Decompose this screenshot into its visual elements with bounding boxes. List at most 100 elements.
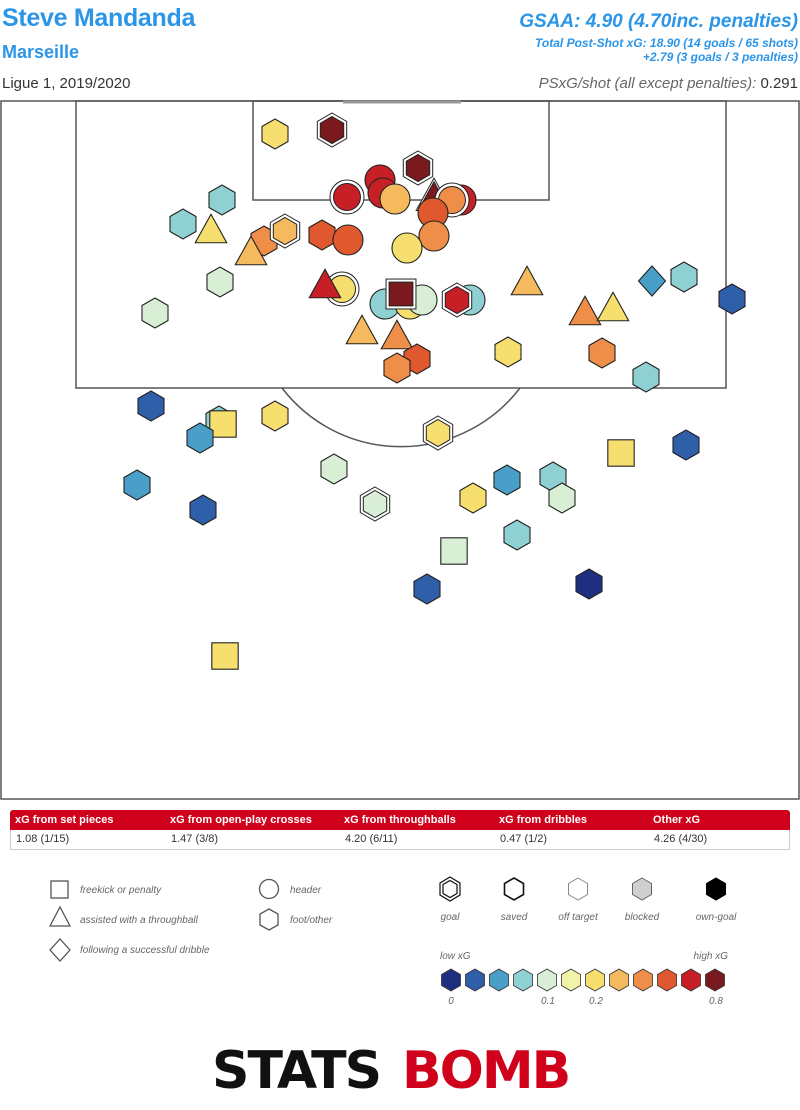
col-set-pieces-value: 1.08 (1/15) [16, 833, 70, 845]
blocked-hexagon-icon [632, 877, 652, 901]
shot-marker [422, 415, 454, 451]
shot-hex [494, 336, 522, 368]
shot-marker [402, 150, 434, 186]
scale-tick-0-1: 0.1 [541, 996, 555, 1007]
legend-own-goal-label: own-goal [696, 912, 737, 923]
shot-hex [444, 285, 470, 315]
saved-hexagon-icon [503, 877, 525, 901]
shot-marker [308, 219, 336, 251]
shot-hex [186, 422, 214, 454]
shot-hex [718, 283, 746, 315]
shot-hex [362, 489, 388, 519]
shot-marker [206, 266, 234, 298]
shot-marker [596, 291, 630, 322]
pitch-boundary [0, 100, 800, 800]
shot-hex [208, 184, 236, 216]
xg-scale-swatch [657, 968, 677, 992]
col-crosses-label: xG from open-play crosses [170, 814, 312, 826]
shot-hex [405, 153, 431, 183]
shot-triangle [345, 314, 379, 345]
legend-saved-label: saved [501, 912, 528, 923]
competition-season: Ligue 1, 2019/2020 [2, 75, 131, 92]
shot-marker [670, 261, 698, 293]
shot-marker [359, 486, 391, 522]
xg-scale-swatch [705, 968, 725, 992]
shot-marker [308, 268, 342, 299]
xg-scale-swatch [585, 968, 605, 992]
shot-marker [234, 235, 268, 266]
shot-circle [333, 183, 361, 211]
col-crosses-value: 1.47 (3/8) [171, 833, 219, 845]
shot-hex [189, 494, 217, 526]
shot-marker [332, 224, 364, 256]
shot-square [388, 281, 414, 307]
shot-marker [607, 439, 635, 467]
shot-marker [320, 453, 348, 485]
xg-scale-swatch [465, 968, 485, 992]
xg-scale-swatch [441, 968, 461, 992]
legend-dribble-label: following a successful dribble [80, 945, 210, 956]
shot-square [440, 537, 468, 565]
shot-hex [548, 482, 576, 514]
shot-hex [308, 219, 336, 251]
shot-marker [380, 319, 414, 350]
psxg-per-shot: PSxG/shot (all except penalties): 0.291 [539, 75, 798, 92]
shot-marker [493, 464, 521, 496]
shot-marker [413, 573, 441, 605]
foot-hexagon-icon [259, 908, 279, 931]
xg-breakdown-header: xG from set pieces xG from open-play cro… [10, 810, 790, 830]
shot-hex [261, 118, 289, 150]
team-name: Marseille [2, 42, 80, 62]
legend-blocked-label: blocked [625, 912, 660, 923]
shot-triangle [234, 235, 268, 266]
shot-circle [379, 183, 411, 215]
xg-breakdown-values: 1.08 (1/15) 1.47 (3/8) 4.20 (6/11) 0.47 … [10, 830, 790, 850]
shot-square [607, 439, 635, 467]
legend-goal-label: goal [441, 912, 461, 923]
shots-layer [123, 112, 746, 670]
shot-hex [261, 400, 289, 432]
scale-tick-0-2: 0.2 [589, 996, 603, 1007]
legend-high-xg-label: high xG [694, 951, 729, 962]
xg-scale-swatch [633, 968, 653, 992]
shot-hex [632, 361, 660, 393]
shot-hex [272, 216, 298, 246]
shot-marker [575, 568, 603, 600]
shot-hex [320, 453, 348, 485]
shot-marker [637, 265, 667, 297]
legend: freekick or penalty assisted with a thro… [48, 876, 737, 1007]
legend-freekick-label: freekick or penalty [80, 885, 162, 896]
own-goal-hexagon-icon [706, 877, 726, 901]
goal-hexagon-inner [442, 879, 458, 899]
shot-marker [441, 282, 473, 318]
shot-triangle [380, 319, 414, 350]
shot-hex [383, 352, 411, 384]
shot-marker [588, 337, 616, 369]
shot-square [209, 410, 237, 438]
penalty-arc [281, 387, 521, 448]
xg-color-scale [441, 968, 725, 992]
legend-foot-label: foot/other [290, 915, 333, 926]
col-throughballs-value: 4.20 (6/11) [345, 833, 398, 845]
shot-marker [329, 179, 365, 215]
player-name: Steve Mandanda [2, 4, 196, 32]
shot-hex [413, 573, 441, 605]
shot-hex [493, 464, 521, 496]
shot-marker [632, 361, 660, 393]
throughball-triangle-icon [48, 905, 72, 927]
shot-marker [459, 482, 487, 514]
shot-marker [123, 469, 151, 501]
off-target-hexagon-icon [568, 877, 588, 901]
shot-marker [379, 183, 411, 215]
shot-marker [383, 352, 411, 384]
header-circle-icon [258, 878, 280, 900]
legend-throughball-label: assisted with a throughball [80, 915, 199, 926]
shot-hex [141, 297, 169, 329]
col-set-pieces-label: xG from set pieces [15, 814, 114, 826]
shot-marker [494, 336, 522, 368]
psxg-total: Total Post-Shot xG: 18.90 (14 goals / 65… [535, 36, 798, 50]
col-other-value: 4.26 (4/30) [654, 833, 708, 845]
shot-square [211, 642, 239, 670]
xg-scale-swatch [513, 968, 533, 992]
shot-marker [345, 314, 379, 345]
